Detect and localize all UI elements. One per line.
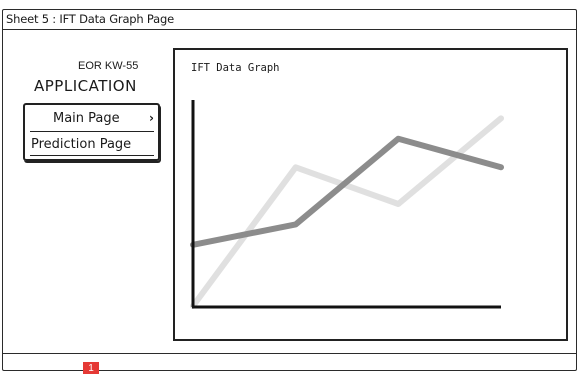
- app-subtitle: EOR KW-55: [78, 60, 139, 72]
- nav-item-main-page[interactable]: Main Page ›: [25, 107, 158, 133]
- nav-divider: [30, 131, 154, 132]
- graph-panel: IFT Data Graph: [173, 48, 568, 341]
- line-chart: [190, 100, 504, 309]
- app-title: APPLICATION: [34, 77, 137, 95]
- bottom-divider: [2, 353, 577, 354]
- annotation-badge: 1: [83, 362, 99, 374]
- nav-divider: [30, 155, 154, 156]
- navigation-menu: Main Page › Prediction Page: [23, 103, 160, 161]
- series-line-light: [190, 115, 504, 309]
- sheet-title: Sheet 5 : IFT Data Graph Page: [6, 12, 174, 26]
- page-frame: [2, 9, 577, 371]
- chevron-right-icon: ›: [149, 111, 154, 125]
- nav-item-prediction-page[interactable]: Prediction Page: [25, 133, 158, 159]
- graph-title: IFT Data Graph: [191, 62, 280, 74]
- nav-item-label: Main Page: [53, 111, 120, 126]
- nav-item-label: Prediction Page: [31, 137, 132, 152]
- title-divider: [2, 29, 577, 30]
- series-line-dark: [190, 135, 504, 248]
